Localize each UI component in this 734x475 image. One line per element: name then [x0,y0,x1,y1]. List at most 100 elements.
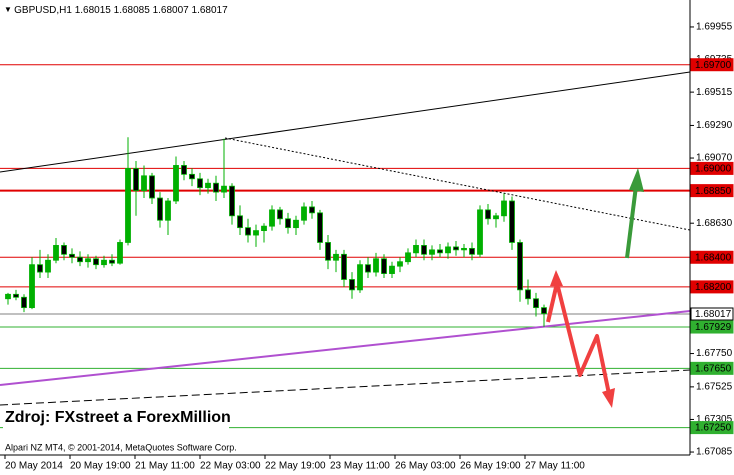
level-box [690,250,734,264]
source-note: Zdroj: FXstreet a ForexMillion [5,409,231,426]
candle-body [69,253,75,258]
candle-body [117,242,123,264]
y-tick-label: 1.69070 [696,153,733,164]
y-tick-label: 1.67085 [696,447,733,458]
candle-body [277,209,283,220]
candle-body [93,258,99,266]
candle-body [429,249,435,255]
level-box [690,361,734,375]
candle-body [189,173,195,180]
level-label: 1.68400 [695,252,732,263]
candle-body [205,182,211,189]
candle-body [413,245,419,254]
ohlc: 1.68007 [153,5,190,16]
candle-body [285,218,291,229]
candle-body [317,212,323,243]
x-tick-label: 26 May 03:00 [395,461,456,472]
trend-line [0,310,691,386]
y-tick-label: 1.67305 [696,414,733,425]
trend-line [0,71,691,173]
candle-body [357,264,363,291]
candle-body [213,182,219,193]
y-tick-label: 1.69955 [696,22,733,33]
axis: 1.699551.697351.695151.692901.690701.688… [4,22,733,472]
arrow-up [625,168,644,259]
candle-body [237,215,243,229]
candle-body [29,264,35,309]
candle-body [325,242,331,261]
candle-body [181,165,187,175]
candle-body [133,168,139,192]
candle-body [125,168,131,243]
candle-body [261,225,267,232]
level-box [690,320,734,334]
x-tick-label: 27 May 11:00 [525,461,585,472]
candle-body [461,247,467,251]
x-tick-label: 20 May 2014 [5,461,63,472]
candle-body [173,165,179,202]
candle-body [309,206,315,214]
x-tick-label: 23 May 11:00 [330,461,390,472]
candle-body [389,265,395,274]
level-label: 1.67650 [695,363,732,374]
candle-body [445,246,451,254]
candle-body [341,253,347,280]
candle-body [501,200,507,217]
candle-body [149,175,155,199]
candle-body [405,252,411,263]
level-label: 1.68200 [695,282,732,293]
level-box [690,280,734,294]
candle-body [157,197,163,221]
header: ▼ GBPUSD,H1 1.68015 1.68085 1.68007 1.68… [4,5,228,16]
candle-body [5,293,11,300]
candle-body [517,242,523,291]
candle-body [45,259,51,273]
candle-body [485,209,491,220]
level-label: 1.67250 [695,423,732,434]
candle-body [533,298,539,309]
x-tick-label: 22 May 03:00 [200,461,261,472]
candle-body [197,178,203,189]
ohlc: 1.68017 [192,5,229,16]
level-box [690,161,734,175]
x-tick-label: 22 May 19:00 [265,461,326,472]
y-tick-label: 1.68630 [696,218,733,229]
candles [5,137,547,327]
candle-body [101,259,107,266]
candle-body [397,261,403,267]
level-label: 1.68850 [695,186,732,197]
y-tick-label: 1.69515 [696,87,733,98]
arrow-down [546,270,615,408]
candle-body [77,256,83,263]
y-tick-label: 1.69290 [696,120,733,131]
level-box [690,421,734,435]
levels [0,64,690,429]
symbol: GBPUSD,H1 [14,5,72,16]
candle-body [293,219,299,229]
y-tick-label: 1.67525 [696,382,733,393]
candle-body [53,245,59,261]
candle-body [301,206,307,221]
candle-body [61,245,67,255]
level-label: 1.67929 [695,322,732,333]
candle-body [21,296,27,309]
candle-body [437,249,443,254]
level-label: 1.68017 [695,309,732,320]
candle-body [349,279,355,291]
x-tick-label: 20 May 19:00 [70,461,131,472]
candle-body [141,175,147,192]
candle-body [269,209,275,227]
candle-body [477,209,483,255]
trend-line [224,137,691,231]
footer: Alpari NZ MT4, © 2001-2014, MetaQuotes S… [5,442,237,452]
note-bg [3,407,229,429]
candle-body [109,259,115,264]
level-box [690,307,734,321]
ohlc: 1.68015 [75,5,112,16]
candle-body [165,200,171,221]
candle-body [469,247,475,255]
candle-body [493,215,499,220]
level-box [690,184,734,198]
